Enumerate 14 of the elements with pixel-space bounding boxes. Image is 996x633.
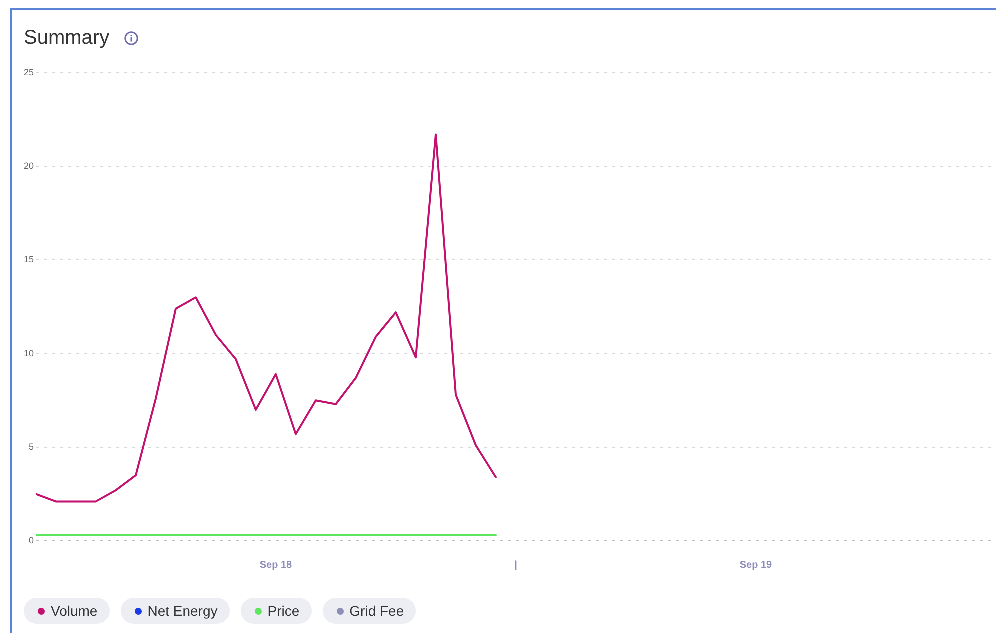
y-tick-label: 10: [24, 348, 34, 358]
legend-label: Price: [268, 603, 300, 619]
y-tick-label: 5: [28, 442, 34, 452]
x-tick-label: Sep 19: [740, 560, 773, 571]
chart-title: Summary: [24, 26, 110, 51]
y-tick-label: 20: [24, 161, 34, 172]
legend-label: Grid Fee: [350, 603, 404, 619]
y-tick-label: 15: [24, 254, 34, 265]
legend-label: Net Energy: [148, 603, 218, 619]
x-tick-label: Sep 18: [260, 560, 293, 571]
legend-label: Volume: [51, 603, 98, 619]
y-tick-label: 0: [28, 535, 34, 546]
x-tick-label: |: [514, 560, 518, 571]
y-tick-label: 25: [24, 67, 34, 78]
